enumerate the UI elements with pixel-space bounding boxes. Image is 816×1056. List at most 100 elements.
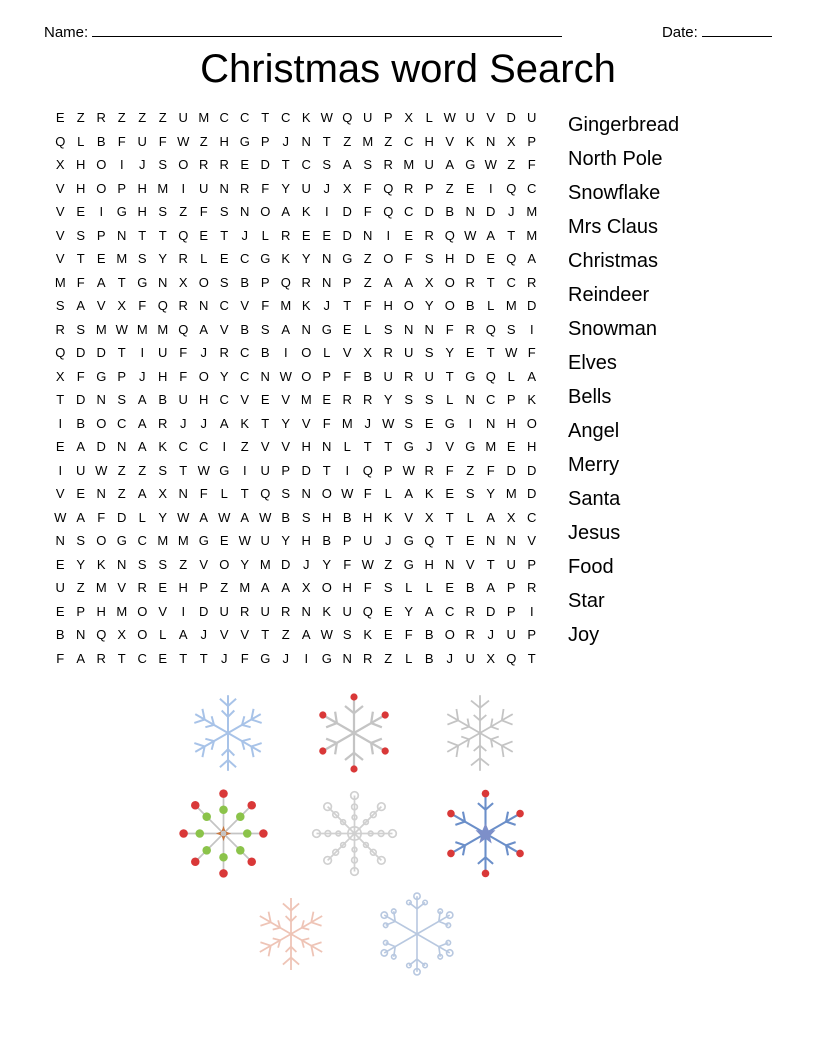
grid-cell: Z (194, 130, 215, 154)
grid-cell: D (522, 482, 543, 506)
grid-cell: E (378, 600, 399, 624)
grid-cell: F (112, 130, 133, 154)
snowflake-icon (183, 688, 273, 778)
grid-cell: Z (71, 106, 92, 130)
grid-cell: H (419, 130, 440, 154)
grid-cell: Z (460, 459, 481, 483)
grid-cell: F (358, 177, 379, 201)
grid-cell: T (317, 130, 338, 154)
word-list-item: Food (568, 550, 679, 584)
grid-cell: F (358, 482, 379, 506)
grid-cell: V (50, 247, 71, 271)
grid-cell: P (255, 130, 276, 154)
grid-cell: T (337, 294, 358, 318)
grid-cell: B (317, 529, 338, 553)
grid-cell: V (522, 529, 543, 553)
grid-cell: F (194, 200, 215, 224)
grid-cell: U (399, 341, 420, 365)
grid-cell: K (153, 435, 174, 459)
grid-cell: U (419, 153, 440, 177)
grid-cell: T (378, 435, 399, 459)
grid-cell: G (112, 200, 133, 224)
grid-cell: R (235, 600, 256, 624)
grid-cell: N (460, 388, 481, 412)
grid-cell: D (522, 459, 543, 483)
word-list-item: Bells (568, 380, 679, 414)
grid-cell: H (317, 506, 338, 530)
date-input-line[interactable] (702, 36, 772, 37)
grid-cell: O (132, 600, 153, 624)
grid-cell: O (173, 153, 194, 177)
grid-cell: L (214, 482, 235, 506)
grid-cell: J (194, 341, 215, 365)
grid-cell: D (71, 341, 92, 365)
grid-cell: C (235, 106, 256, 130)
grid-cell: U (419, 365, 440, 389)
grid-cell: G (460, 435, 481, 459)
date-label: Date: (662, 24, 772, 41)
grid-cell: K (378, 506, 399, 530)
grid-cell: I (173, 600, 194, 624)
grid-cell: D (276, 553, 297, 577)
grid-cell: X (399, 106, 420, 130)
grid-cell: G (112, 529, 133, 553)
grid-cell: U (132, 130, 153, 154)
grid-cell: N (214, 177, 235, 201)
grid-cell: V (255, 435, 276, 459)
grid-cell: Q (173, 224, 194, 248)
grid-cell: N (337, 647, 358, 671)
grid-cell: T (440, 506, 461, 530)
grid-cell: R (214, 341, 235, 365)
grid-cell: A (337, 153, 358, 177)
grid-cell: N (71, 623, 92, 647)
grid-cell: Q (440, 224, 461, 248)
grid-cell: U (255, 459, 276, 483)
grid-cell: Z (378, 130, 399, 154)
grid-cell: Q (50, 341, 71, 365)
grid-cell: C (481, 388, 502, 412)
grid-cell: N (194, 294, 215, 318)
grid-cell: B (50, 623, 71, 647)
grid-cell: Q (255, 482, 276, 506)
grid-cell: D (91, 341, 112, 365)
grid-cell: E (460, 177, 481, 201)
grid-cell: T (194, 647, 215, 671)
grid-cell: C (235, 365, 256, 389)
grid-cell: X (112, 294, 133, 318)
grid-cell: Y (378, 388, 399, 412)
grid-cell: O (91, 177, 112, 201)
grid-cell: G (255, 647, 276, 671)
grid-cell: P (71, 600, 92, 624)
grid-cell: L (358, 318, 379, 342)
grid-cell: A (235, 506, 256, 530)
grid-cell: R (296, 271, 317, 295)
grid-cell: J (317, 177, 338, 201)
grid-cell: F (91, 506, 112, 530)
grid-cell: I (337, 459, 358, 483)
grid-cell: P (112, 365, 133, 389)
grid-cell: N (255, 365, 276, 389)
grid-cell: D (255, 153, 276, 177)
grid-cell: N (317, 247, 338, 271)
grid-cell: C (112, 412, 133, 436)
snowflake-icon (309, 688, 399, 778)
grid-cell: A (522, 365, 543, 389)
grid-cell: M (296, 388, 317, 412)
grid-cell: V (214, 318, 235, 342)
grid-cell: A (481, 576, 502, 600)
grid-cell: T (358, 435, 379, 459)
grid-cell: V (235, 388, 256, 412)
grid-cell: V (276, 435, 297, 459)
grid-cell: B (235, 271, 256, 295)
grid-cell: Y (276, 529, 297, 553)
grid-cell: W (214, 506, 235, 530)
grid-cell: N (399, 318, 420, 342)
grid-cell: V (50, 177, 71, 201)
name-input-line[interactable] (92, 36, 562, 37)
grid-cell: B (440, 200, 461, 224)
grid-cell: T (173, 459, 194, 483)
snowflake-icon (176, 786, 271, 881)
grid-cell: M (132, 318, 153, 342)
grid-cell: J (358, 412, 379, 436)
grid-cell: H (91, 600, 112, 624)
